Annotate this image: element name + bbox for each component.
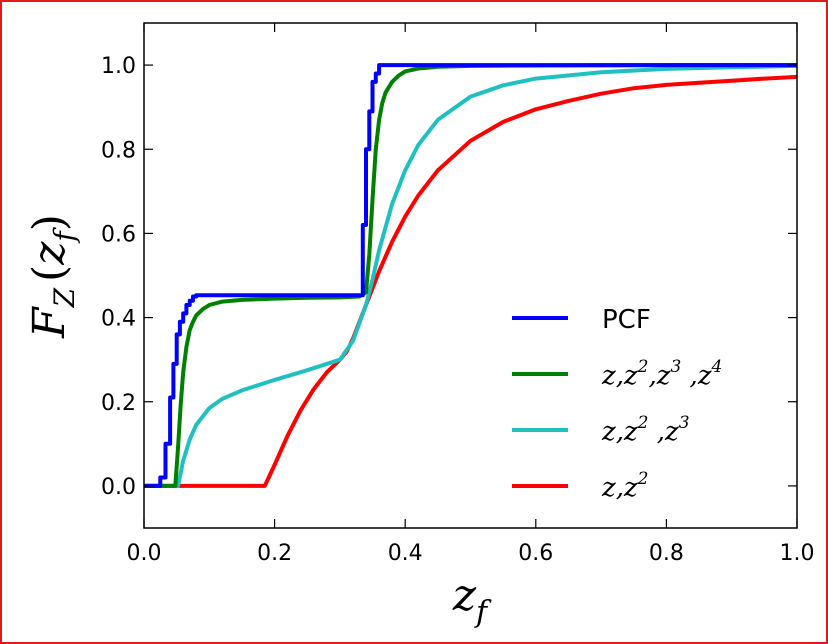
legend-entry: z,z2,z3 ,z4 <box>601 357 722 391</box>
series-line-1 <box>144 63 797 488</box>
x-tick-label: 0.4 <box>388 541 423 566</box>
legend-entry: z,z2 <box>601 469 649 503</box>
x-tick-label: 0.2 <box>257 541 292 566</box>
x-tick-label: 1.0 <box>780 541 815 566</box>
y-tick-label: 0.8 <box>101 138 136 163</box>
tick-layer: 0.0 0.2 0.4 0.6 0.8 1.0 0.0 0.2 0.4 0.6 0.8 1.0 <box>101 23 815 566</box>
plot-area-frame <box>143 22 798 529</box>
y-tick-label: 0.6 <box>101 222 136 247</box>
series-line-2 <box>144 63 798 488</box>
x-tick-label: 0.0 <box>127 541 162 566</box>
y-tick-label: 0.4 <box>101 307 136 332</box>
x-axis-label: zf <box>452 570 492 630</box>
x-tick-label: 0.6 <box>518 541 553 566</box>
series-layer <box>144 63 798 488</box>
series-line-3 <box>144 74 798 488</box>
legend-entry: PCF <box>602 305 651 335</box>
legend-entry: z,z2 ,z3 <box>601 413 690 447</box>
y-axis-label: FZ(zf) <box>24 214 81 339</box>
legend: PCF z,z2,z3 ,z4 z,z2 ,z3 z,z2 <box>512 305 722 503</box>
y-tick-label: 1.0 <box>101 54 136 79</box>
y-tick-label: 0.2 <box>101 391 136 416</box>
y-tick-label: 0.0 <box>101 475 136 500</box>
x-tick-label: 0.8 <box>649 541 684 566</box>
series-line-0 <box>144 63 797 488</box>
